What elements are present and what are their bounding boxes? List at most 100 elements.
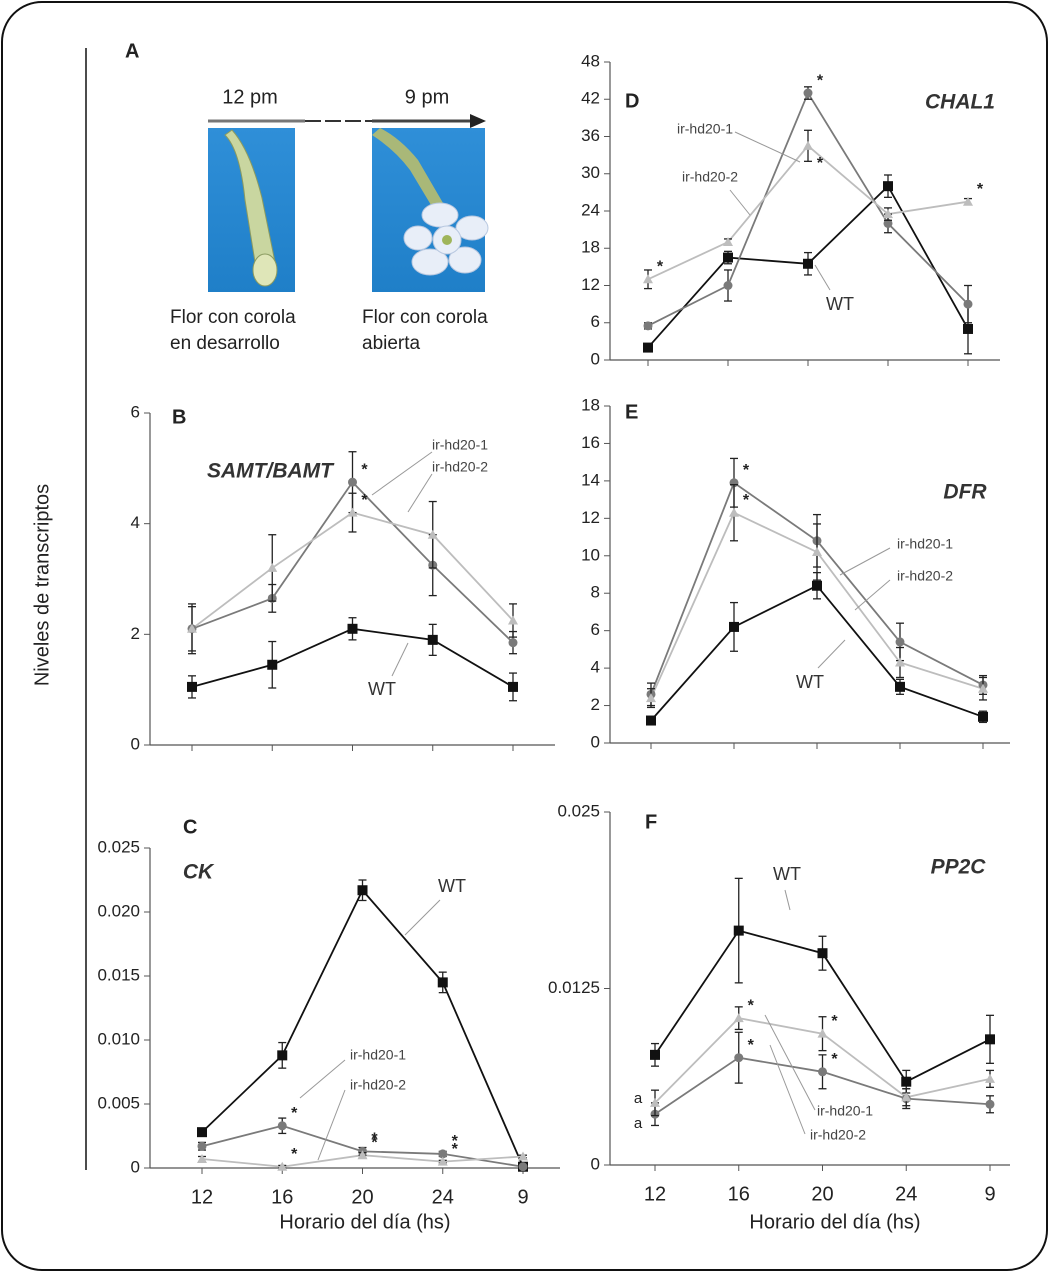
leader-line <box>391 642 409 677</box>
significance-mark: * <box>361 492 368 509</box>
point <box>650 1097 660 1107</box>
y-tick-label: 0 <box>591 349 600 368</box>
chart-title: SAMT/BAMT <box>207 460 335 483</box>
significance-mark: * <box>743 462 750 479</box>
y-tick-label: 0 <box>591 1154 600 1173</box>
flower-center <box>442 235 452 245</box>
x-tick-label: 12 <box>644 1183 666 1205</box>
panel-letter: A <box>125 40 139 62</box>
series-label: WT <box>438 876 466 896</box>
y-tick-label: 0.020 <box>97 901 140 920</box>
point <box>267 659 278 670</box>
significance-mark: * <box>817 155 824 172</box>
series-label: ir-hd20-1 <box>677 121 733 137</box>
y-tick-label: 42 <box>581 89 600 108</box>
y-tick-label: 0.025 <box>557 801 600 820</box>
point <box>901 1076 912 1087</box>
flower-open <box>403 202 489 276</box>
point <box>187 623 197 633</box>
x-axis-label: Horario del día (hs) <box>279 1211 450 1233</box>
point <box>437 1156 448 1166</box>
point <box>437 977 448 988</box>
series-label: ir-hd20-2 <box>897 568 953 584</box>
y-tick-label: 36 <box>581 126 600 145</box>
x-axis-label: Horario del día (hs) <box>749 1211 920 1233</box>
panel-letter: E <box>625 401 638 423</box>
point <box>643 274 653 284</box>
significance-mark: * <box>452 1133 459 1150</box>
point <box>277 1121 287 1131</box>
significance-mark: * <box>817 72 824 89</box>
x-tick-label: 24 <box>895 1183 917 1205</box>
leader-line <box>764 1014 816 1111</box>
series-label: ir-hd20-2 <box>350 1077 406 1093</box>
significance-mark: * <box>291 1105 298 1122</box>
significance-mark: * <box>748 1037 755 1054</box>
panel-letter: C <box>183 816 197 838</box>
point <box>723 281 733 290</box>
y-tick-label: 8 <box>591 583 600 602</box>
y-tick-label: 24 <box>581 200 600 219</box>
point <box>197 1141 207 1151</box>
point <box>357 885 368 896</box>
point <box>985 1034 995 1045</box>
series-label: WT <box>796 672 824 692</box>
series-label: ir-hd20-1 <box>350 1047 406 1063</box>
chart-title: CHAL1 <box>925 91 995 114</box>
chart-panel: 0 2 4 6 B SAMT/BAMT WT * ir-hd20-1 * ir-hd20-2 <box>131 402 555 753</box>
point <box>817 948 828 959</box>
point <box>347 507 358 517</box>
x-tick-label: 16 <box>271 1186 293 1208</box>
caption: Flor con corola <box>362 307 488 328</box>
point <box>963 196 973 206</box>
time-end: 9 pm <box>405 86 449 108</box>
y-tick-label: 0.0125 <box>548 978 600 997</box>
y-tick-label: 12 <box>581 275 600 294</box>
leader-line <box>784 889 791 911</box>
arrowhead <box>470 114 486 128</box>
point <box>883 218 893 228</box>
point <box>508 638 518 648</box>
point <box>277 1050 288 1061</box>
series-label: ir-hd20-1 <box>817 1103 873 1119</box>
y-tick-label: 14 <box>581 470 600 489</box>
chart-panel: 0 2 4 6 8 10 12 14 16 18 E DFR WT * ir-hd20-1 * ir-hd20-… <box>581 395 1010 751</box>
point <box>733 1013 744 1023</box>
y-tick-label: 4 <box>131 513 140 532</box>
point <box>803 140 813 150</box>
point <box>347 623 358 634</box>
y-tick-label: 48 <box>581 51 600 70</box>
chart-panel: 0 0.005 0.010 0.015 0.020 0.025 12 16 20 24 9 C CK Ho… <box>97 816 560 1233</box>
x-tick-label: 9 <box>984 1183 995 1205</box>
flower-bud <box>252 253 278 287</box>
y-tick-label: 6 <box>591 620 600 639</box>
leader-line <box>371 451 433 496</box>
point <box>803 258 813 269</box>
series-line <box>201 888 524 1168</box>
series-label: WT <box>826 294 854 314</box>
point <box>723 237 733 247</box>
point <box>812 547 822 557</box>
point <box>348 477 357 487</box>
point <box>812 580 822 591</box>
y-tick-label: 0.025 <box>97 837 140 856</box>
y-tick-label: 4 <box>591 658 600 677</box>
leader-line <box>734 131 801 163</box>
point <box>818 1067 827 1077</box>
y-tick-label: 16 <box>581 433 600 452</box>
significance-mark: * <box>371 1134 378 1151</box>
point <box>518 1151 528 1161</box>
panel-letter: B <box>172 406 186 428</box>
point <box>197 1154 207 1164</box>
point <box>978 711 988 722</box>
point <box>508 681 518 692</box>
y-tick-label: 2 <box>131 624 140 643</box>
y-tick-label: 6 <box>591 312 600 331</box>
chart-title: DFR <box>943 481 987 504</box>
leader-line <box>814 264 831 291</box>
point <box>729 621 739 632</box>
y-tick-label: 6 <box>131 402 140 421</box>
point <box>895 657 905 667</box>
